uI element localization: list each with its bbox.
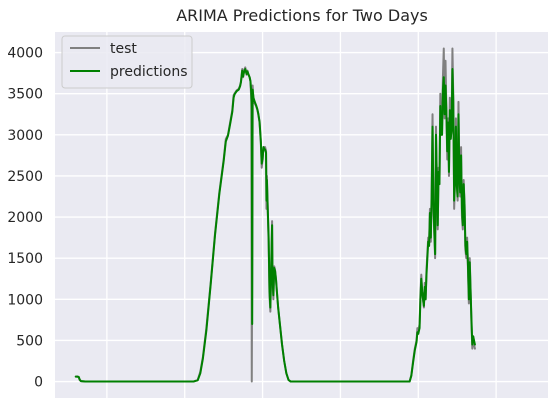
y-tick-label-1000: 1000 — [7, 292, 43, 308]
legend: test predictions — [61, 35, 193, 89]
y-tick-label-0: 0 — [34, 375, 43, 391]
y-tick-label-4000: 4000 — [7, 46, 43, 62]
y-tick-labels: 0 500 1000 1500 2000 2500 3000 3500 4000 — [7, 46, 43, 391]
series-layer — [74, 47, 476, 383]
y-tick-label-3500: 3500 — [7, 87, 43, 103]
y-tick-label-3000: 3000 — [7, 128, 43, 144]
x-gridlines — [106, 32, 497, 398]
legend-label-test: test — [110, 41, 137, 57]
y-tick-label-1500: 1500 — [7, 251, 43, 267]
y-tick-label-500: 500 — [16, 333, 43, 349]
chart-title: ARIMA Predictions for Two Days — [176, 6, 428, 25]
y-tick-label-2000: 2000 — [7, 210, 43, 226]
legend-label-predictions: predictions — [110, 64, 188, 80]
plot-area — [55, 32, 548, 398]
y-tick-label-2500: 2500 — [7, 169, 43, 185]
series-line-predictions — [74, 68, 476, 383]
